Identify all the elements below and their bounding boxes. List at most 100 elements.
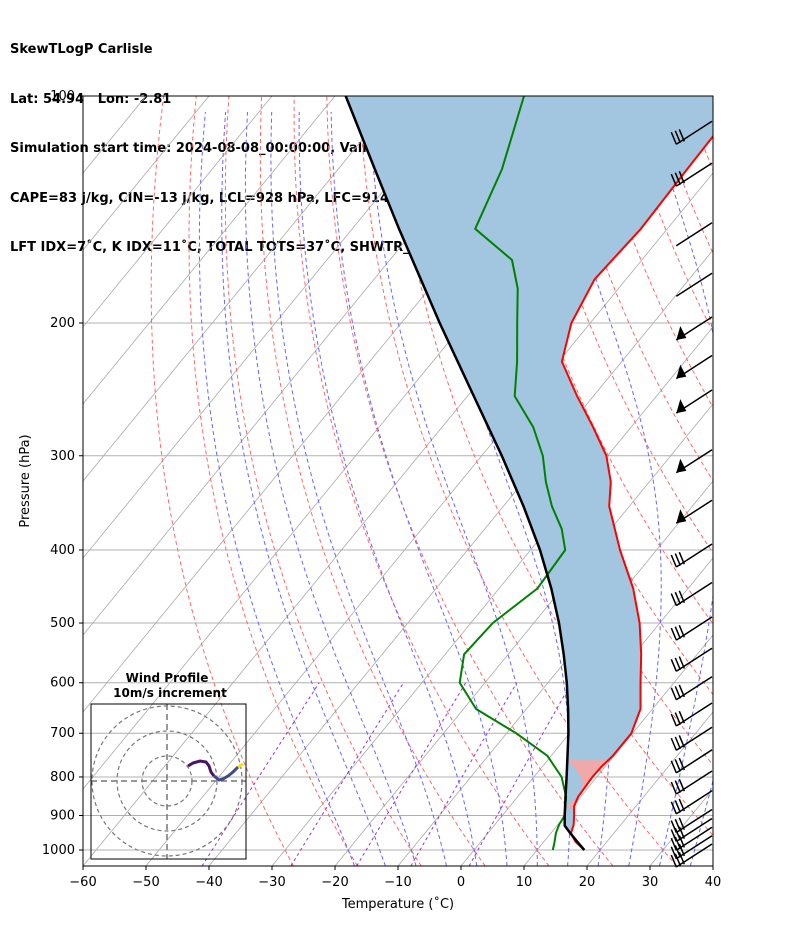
moist-adiabat: [549, 111, 662, 866]
wind-profile-subtitle: 10m/s increment: [113, 686, 227, 700]
station-coordinates: Lat: 54.94 Lon: -2.81: [10, 91, 172, 107]
isotherm-line: [649, 788, 713, 866]
wind-barb: [670, 808, 713, 834]
dry-adiabat: [259, 96, 486, 866]
wind-barb: [670, 835, 713, 860]
dry-adiabat: [784, 96, 794, 866]
wind-barb: [675, 449, 713, 474]
wind-barb: [670, 817, 713, 843]
isotherm-line: [460, 557, 713, 866]
x-tick-label: −30: [258, 875, 285, 890]
parcel-profile: [344, 96, 586, 851]
wind-barbs: [670, 120, 713, 868]
moist-adiabat: [415, 111, 572, 866]
isotherm-line: [83, 96, 399, 482]
wind-barb: [675, 354, 713, 380]
positive-area-fill: [345, 96, 713, 834]
mixing-ratio-line: [468, 682, 572, 866]
x-tick-label: −60: [69, 875, 96, 890]
y-tick-label: 300: [50, 449, 75, 464]
station-title: SkewTLogP Carlisle: [10, 42, 153, 57]
wind-barb: [670, 826, 713, 851]
wind-barb: [670, 843, 713, 868]
wind-profile-frame: [90, 703, 247, 860]
wind-barb: [670, 120, 713, 145]
dry-adiabat: [293, 96, 550, 866]
dry-adiabat: [391, 96, 713, 837]
wind-profile-title: Wind Profile: [126, 671, 209, 685]
isotherm-line: [83, 96, 273, 328]
moist-adiabat: [753, 112, 794, 866]
dry-adiabat: [326, 96, 614, 866]
wind-barb: [670, 770, 713, 795]
mixing-ratio-line: [410, 682, 518, 866]
wind-barb: [670, 543, 713, 568]
dry-adiabat: [358, 96, 678, 866]
y-axis-label: Pressure (hPa): [18, 434, 33, 527]
y-tick-label: 200: [50, 316, 75, 331]
x-tick-label: −40: [195, 875, 222, 890]
wind-barb: [670, 676, 713, 701]
moist-adiabat: [298, 111, 478, 866]
y-tick-label: 700: [50, 726, 75, 741]
mixing-ratio-line: [290, 682, 404, 866]
moist-adiabat: [368, 111, 538, 866]
y-tick-label: 100: [50, 89, 75, 104]
wind-barb: [670, 616, 713, 641]
x-tick-label: 40: [705, 875, 722, 890]
wind-barb: [675, 222, 713, 247]
mixing-ratio-line: [356, 682, 467, 866]
y-tick-label: 900: [50, 809, 75, 824]
wind-barb: [670, 790, 713, 815]
isotherm-line: [586, 711, 713, 866]
dry-adiabat: [751, 96, 794, 866]
wind-profile-inset: Wind Profile 10m/s increment: [90, 671, 247, 860]
wind-profile-trace: [237, 762, 244, 769]
y-tick-label: 1000: [42, 843, 75, 858]
y-tick-label: 600: [50, 676, 75, 691]
isotherm-line: [145, 172, 713, 866]
isotherm-line: [83, 96, 336, 405]
isotherm-line: [334, 403, 713, 866]
wind-barb: [670, 726, 713, 751]
wind-barb: [675, 389, 713, 414]
wind-profile-trace: [187, 759, 216, 777]
wind-barb: [670, 581, 713, 607]
wind-barb: [670, 702, 713, 727]
x-tick-label: 0: [457, 875, 465, 890]
x-tick-label: −10: [384, 875, 411, 890]
y-tick-label: 800: [50, 770, 75, 785]
temperature-profile: [560, 134, 713, 851]
isotherm-line: [712, 865, 713, 866]
dry-adiabat: [718, 96, 794, 866]
x-tick-label: −20: [321, 875, 348, 890]
isotherm-line: [83, 96, 462, 559]
moist-adiabat: [270, 111, 447, 866]
dry-adiabat: [685, 96, 713, 172]
dry-adiabat: [652, 96, 713, 255]
dry-adiabat: [150, 96, 294, 866]
x-tick-label: 30: [642, 875, 659, 890]
x-tick-label: −50: [132, 875, 159, 890]
moist-adiabat: [244, 111, 417, 866]
y-tick-label: 400: [50, 543, 75, 558]
wind-barb: [670, 162, 713, 187]
profile-lines: [344, 96, 713, 851]
isotherm-line: [83, 96, 84, 97]
moist-adiabat: [721, 112, 794, 866]
wind-barb: [670, 749, 713, 774]
moist-adiabat: [198, 111, 355, 866]
x-tick-label: 20: [579, 875, 596, 890]
wind-barb: [670, 647, 713, 672]
dry-adiabat: [188, 96, 358, 866]
isotherm-line: [397, 480, 713, 866]
wind-profile-trace: [213, 765, 240, 782]
wind-barb: [675, 316, 713, 341]
wind-barb: [675, 272, 713, 297]
moist-adiabat: [221, 111, 386, 866]
x-axis-label: Temperature (˚C): [341, 896, 454, 912]
y-tick-label: 500: [50, 616, 75, 631]
mixing-ratio-line: [201, 682, 320, 866]
